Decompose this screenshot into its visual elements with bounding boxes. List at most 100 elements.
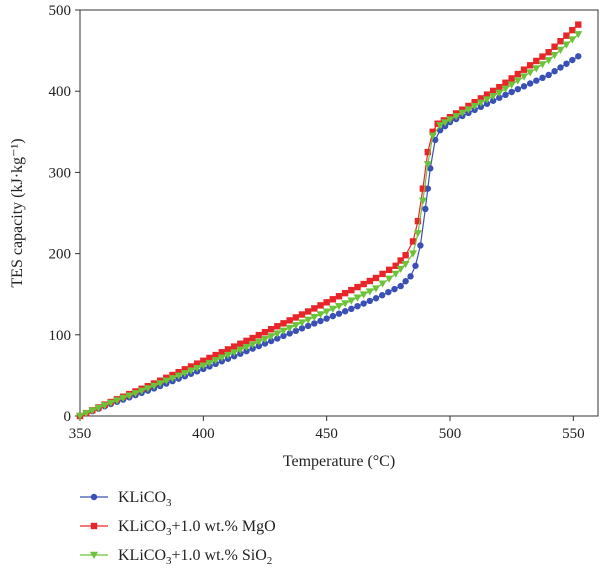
data-point	[249, 345, 256, 352]
y-axis-title: TES capacity (kJ·kg⁻¹)	[9, 138, 26, 287]
data-point	[335, 310, 343, 317]
data-point	[496, 94, 503, 101]
data-point	[261, 328, 269, 336]
data-point	[545, 71, 552, 79]
x-tick-label: 400	[192, 426, 215, 442]
data-point	[193, 364, 202, 373]
series-line	[79, 33, 579, 417]
data-point	[292, 314, 300, 321]
data-point	[322, 308, 331, 316]
x-tick-label: 350	[69, 426, 92, 442]
data-point	[409, 238, 417, 245]
data-point	[496, 83, 503, 91]
data-point	[243, 337, 250, 345]
data-point	[328, 305, 337, 313]
data-point	[267, 326, 275, 333]
data-point	[366, 277, 374, 285]
data-point	[557, 64, 564, 71]
data-point	[365, 288, 374, 296]
data-point	[429, 128, 436, 135]
data-point	[483, 91, 491, 98]
data-point	[483, 100, 491, 107]
data-point	[174, 372, 183, 380]
data-point	[298, 325, 306, 332]
data-point	[489, 87, 497, 95]
data-point	[224, 351, 232, 360]
data-point	[424, 148, 431, 156]
legend-label: KLiCO3+1.0 wt.% MgO	[118, 518, 276, 538]
data-point	[514, 85, 522, 93]
data-point	[471, 98, 478, 106]
data-point	[464, 106, 473, 114]
data-point	[409, 250, 417, 258]
data-point	[532, 65, 541, 73]
data-point	[261, 335, 269, 344]
series-layer	[76, 21, 583, 420]
data-point	[193, 360, 201, 367]
data-point	[267, 337, 275, 345]
data-point	[255, 331, 263, 339]
data-point	[181, 366, 189, 373]
data-point	[205, 359, 214, 368]
data-point	[372, 285, 380, 293]
data-point	[298, 319, 306, 327]
data-point	[550, 51, 559, 60]
data-point	[255, 342, 263, 350]
data-point	[539, 53, 546, 60]
plot-frame	[79, 9, 599, 417]
data-point	[187, 367, 195, 375]
data-point	[113, 397, 121, 405]
data-point	[495, 89, 504, 97]
data-point	[569, 56, 576, 64]
data-point	[249, 334, 256, 342]
data-point	[412, 262, 419, 269]
data-point	[533, 57, 540, 65]
data-point	[279, 327, 288, 335]
legend-entry-1: KLiCO3	[80, 489, 172, 509]
data-point	[372, 274, 380, 282]
data-point	[348, 305, 355, 313]
data-point	[465, 102, 472, 110]
data-point	[385, 266, 393, 274]
data-point	[385, 275, 394, 283]
series-3	[76, 31, 583, 420]
data-point	[199, 362, 208, 370]
data-point	[446, 116, 454, 124]
data-point	[501, 85, 510, 93]
data-point	[513, 77, 522, 85]
data-point	[401, 260, 410, 269]
data-point	[224, 346, 232, 353]
x-tick-label: 450	[315, 426, 338, 442]
data-point	[162, 377, 171, 385]
data-point	[436, 122, 445, 130]
data-point	[354, 283, 361, 291]
data-point	[237, 340, 244, 347]
data-point	[82, 410, 91, 418]
data-point	[200, 357, 207, 364]
data-point	[507, 81, 516, 89]
data-point	[533, 77, 540, 84]
data-point	[169, 371, 176, 379]
data-point	[274, 323, 281, 330]
data-point	[452, 113, 461, 121]
data-point	[230, 349, 239, 357]
x-tick-label: 550	[562, 426, 585, 442]
data-point	[230, 343, 238, 350]
data-point	[329, 296, 337, 303]
data-point	[526, 62, 534, 69]
data-point	[341, 300, 350, 308]
data-point	[423, 161, 432, 169]
data-point	[341, 308, 349, 315]
data-point	[414, 217, 422, 225]
data-point	[458, 109, 467, 117]
data-point	[119, 394, 128, 403]
data-point	[348, 286, 355, 294]
data-point	[76, 412, 84, 420]
data-point	[274, 335, 281, 342]
x-axis-title: Temperature (°C)	[283, 453, 395, 470]
data-point	[427, 165, 434, 172]
data-point	[311, 320, 318, 327]
data-point	[538, 61, 547, 69]
data-point	[286, 317, 293, 324]
data-point	[396, 265, 405, 274]
